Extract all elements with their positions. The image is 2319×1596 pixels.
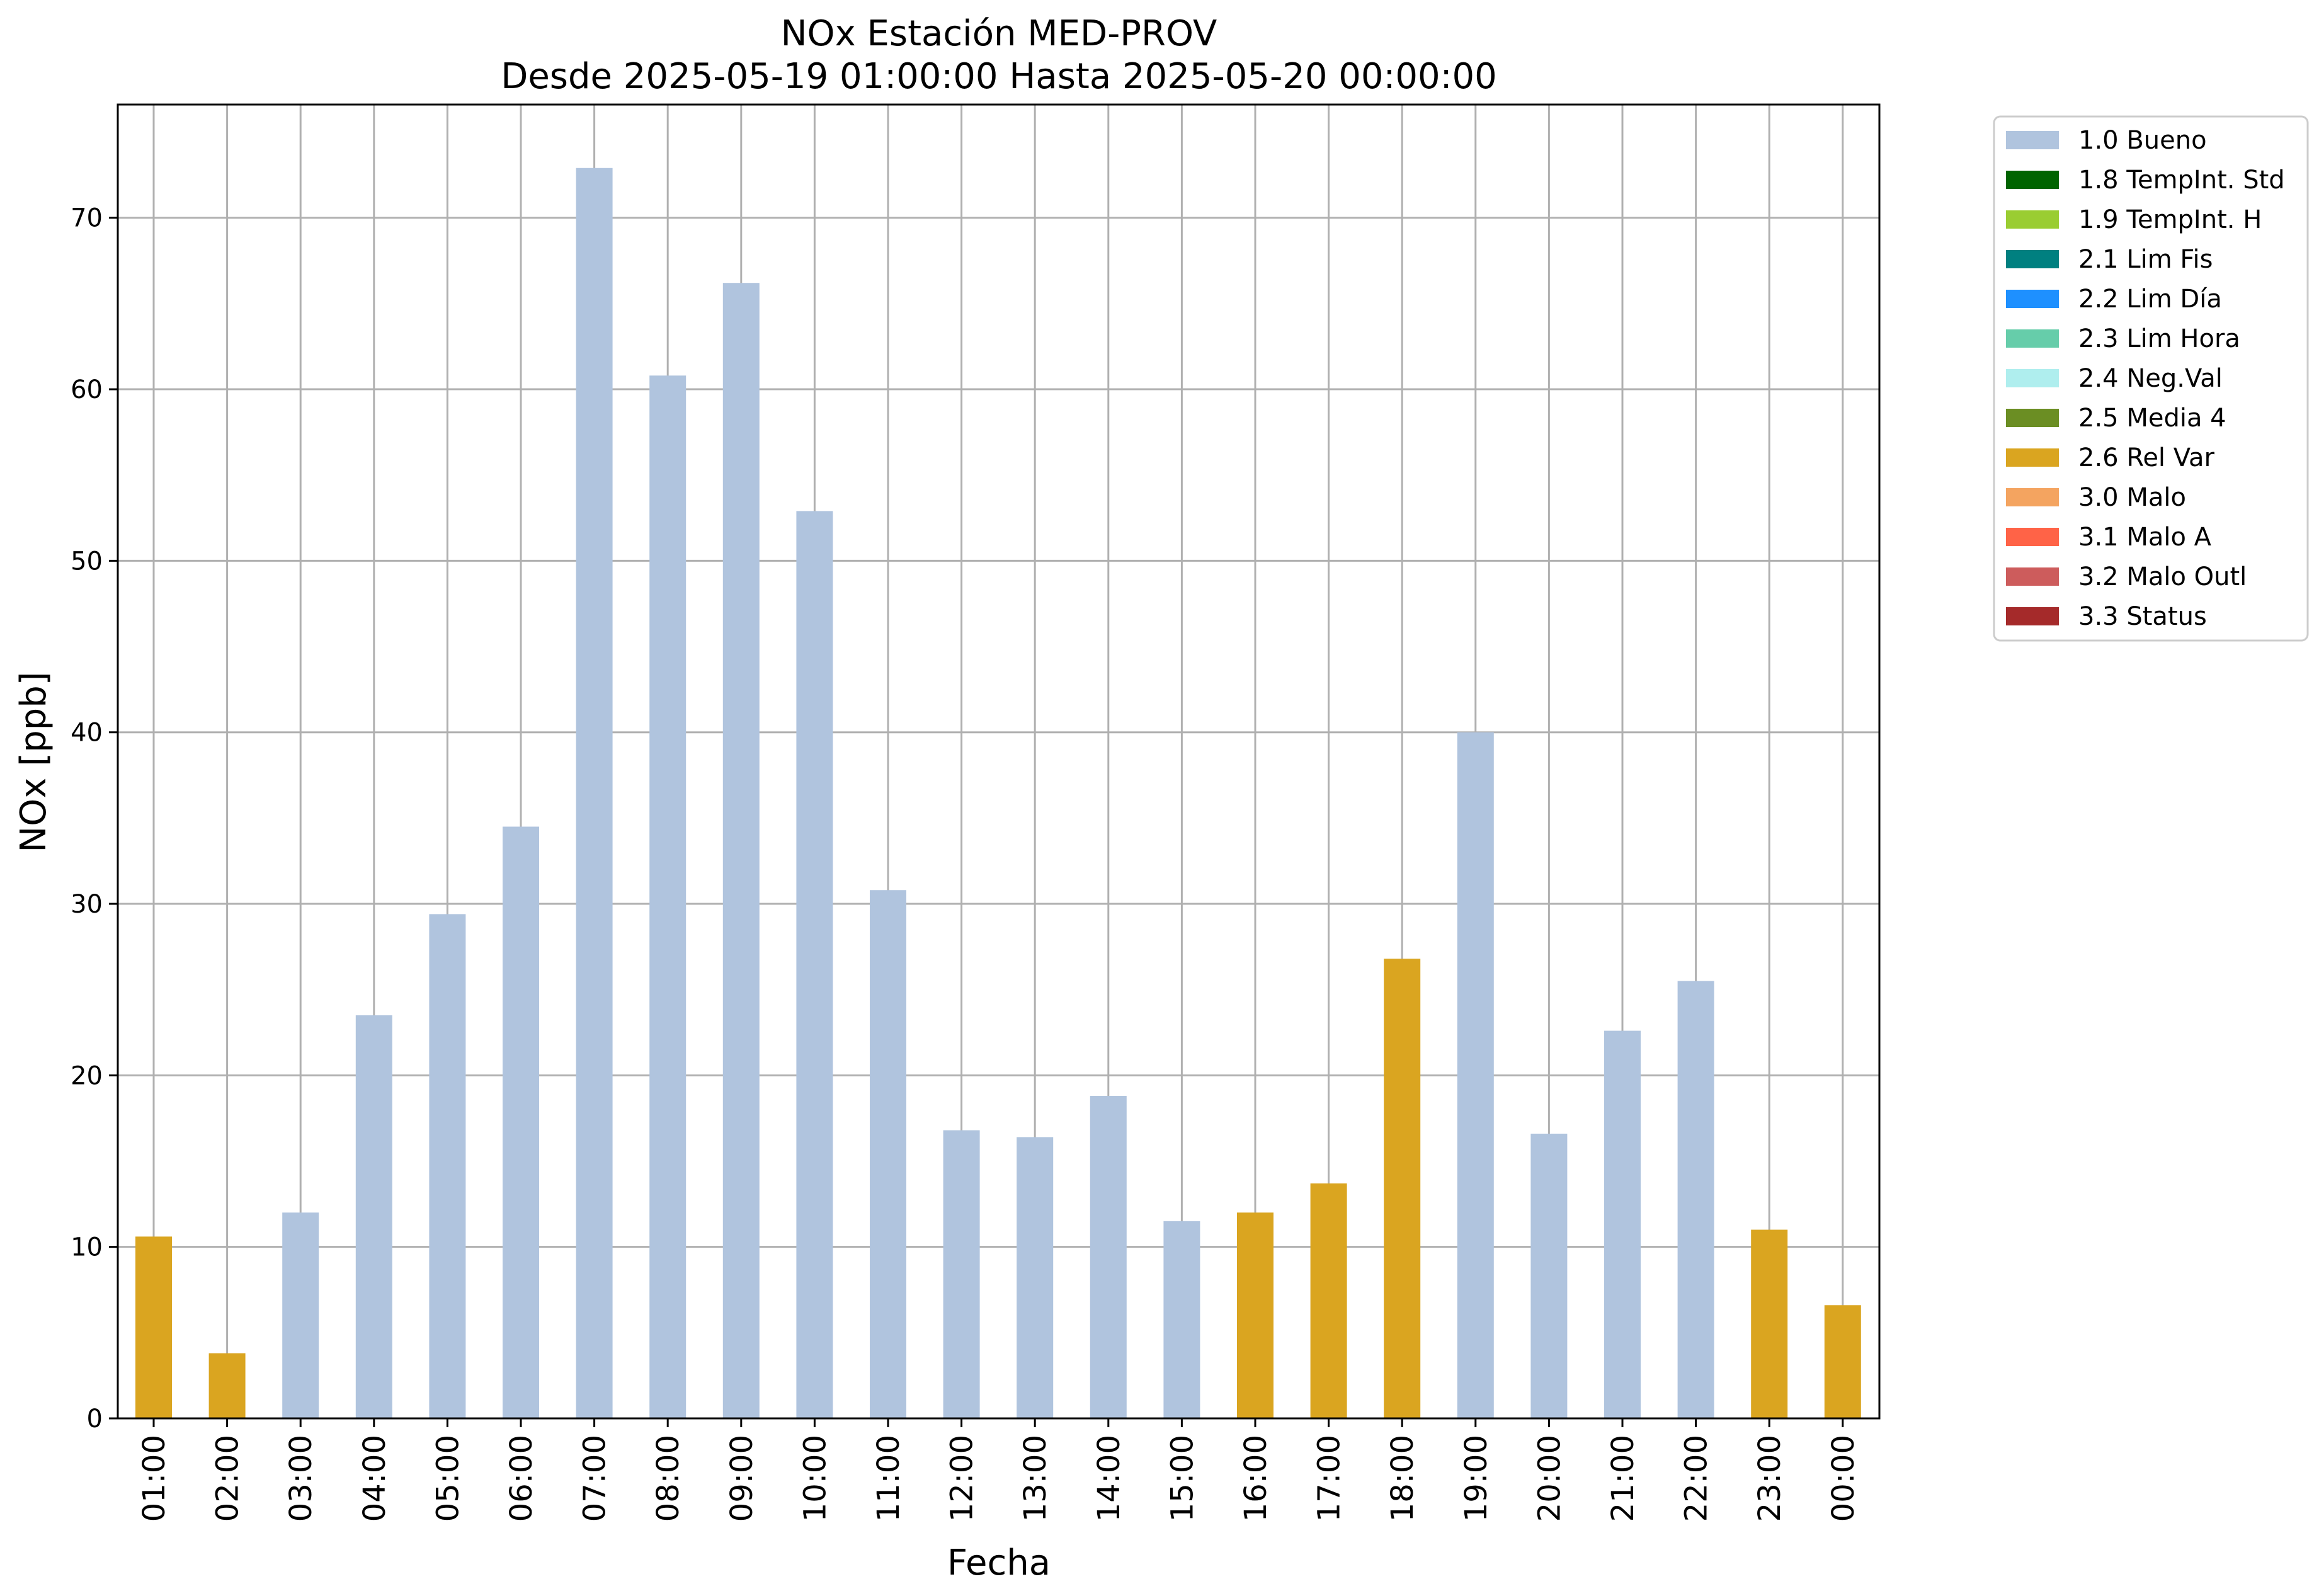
y-tick-label: 30	[71, 890, 103, 919]
legend-swatch	[2006, 448, 2059, 467]
bars	[135, 168, 1861, 1419]
plot-frame	[117, 103, 1881, 1420]
y-axis-ticks: 0 10 20 30 40 50 60 70	[71, 204, 118, 1434]
bar-1100	[870, 890, 906, 1418]
legend-label: 2.5 Media 4	[2078, 404, 2226, 433]
x-tick-label: 11:00	[871, 1435, 906, 1522]
x-tick-label: 09:00	[724, 1435, 760, 1522]
bar-1700	[1310, 1183, 1347, 1418]
bar-0500	[429, 914, 466, 1418]
bar-2100	[1604, 1030, 1641, 1418]
legend-label: 1.0 Bueno	[2078, 126, 2207, 155]
x-tick-label: 17:00	[1312, 1435, 1347, 1522]
legend: 1.0 Bueno 1.8 TempInt. Std 1.9 TempInt. H 2…	[1993, 115, 2309, 642]
bar-1500	[1163, 1221, 1200, 1418]
y-tick-label: 0	[87, 1405, 103, 1434]
x-tick-label: 10:00	[797, 1435, 833, 1522]
bar-1900	[1457, 732, 1494, 1418]
legend-swatch	[2006, 567, 2059, 586]
legend-swatch	[2006, 171, 2059, 189]
bar-0900	[722, 283, 760, 1419]
y-tick-label: 60	[71, 375, 103, 404]
x-tick-label: 20:00	[1532, 1435, 1567, 1522]
bar-0400	[355, 1015, 392, 1418]
bar-1800	[1384, 959, 1421, 1418]
bar-0300	[282, 1212, 319, 1418]
x-tick-label: 15:00	[1165, 1435, 1200, 1522]
x-tick-label: 22:00	[1679, 1435, 1714, 1522]
legend-label: 1.9 TempInt. H	[2078, 205, 2262, 234]
legend-label: 2.2 Lim Día	[2078, 285, 2222, 314]
x-tick-label: 01:00	[137, 1435, 172, 1522]
x-tick-label: 08:00	[651, 1435, 686, 1522]
legend-swatch	[2006, 369, 2059, 387]
x-tick-label: 02:00	[210, 1435, 246, 1522]
legend-swatch	[2006, 329, 2059, 348]
legend-label: 3.1 Malo A	[2078, 523, 2212, 552]
x-tick-label: 13:00	[1018, 1435, 1053, 1522]
y-tick-label: 40	[71, 719, 103, 748]
bar-0200	[208, 1353, 246, 1418]
bar-0700	[576, 168, 613, 1419]
x-axis-ticks: 01:00 02:00 03:00 04:00 05:00 06:00 07:00 08:00…	[137, 1418, 1861, 1522]
bar-2300	[1751, 1229, 1788, 1418]
x-tick-label: 12:00	[945, 1435, 980, 1522]
legend-swatch	[2006, 607, 2059, 625]
x-tick-label: 19:00	[1459, 1435, 1494, 1522]
x-tick-label: 05:00	[430, 1435, 465, 1522]
legend-label: 2.4 Neg.Val	[2078, 364, 2223, 393]
x-tick-label: 23:00	[1752, 1435, 1787, 1522]
legend-label: 3.2 Malo Outl	[2078, 562, 2247, 591]
bar-0600	[503, 826, 539, 1418]
y-tick-label: 50	[71, 547, 103, 576]
y-axis-label: NOx [ppb]	[13, 671, 54, 852]
legend-label: 3.3 Status	[2078, 602, 2207, 631]
bar-0000	[1824, 1305, 1861, 1418]
chart-subtitle: Desde 2025-05-19 01:00:00 Hasta 2025-05-…	[501, 56, 1497, 97]
chart-title: NOx Estación MED-PROV	[781, 13, 1217, 54]
x-tick-label: 16:00	[1238, 1435, 1273, 1522]
legend-frame	[1993, 115, 2309, 642]
x-tick-label: 18:00	[1385, 1435, 1420, 1522]
legend-label: 2.6 Rel Var	[2078, 443, 2215, 472]
legend-label: 3.0 Malo	[2078, 483, 2186, 512]
bar-1000	[796, 511, 833, 1419]
legend-swatch	[2006, 210, 2059, 229]
bar-1400	[1090, 1096, 1127, 1418]
bar-0800	[649, 375, 687, 1419]
bar-2200	[1677, 981, 1714, 1418]
legend-swatch	[2006, 528, 2059, 546]
x-tick-label: 04:00	[357, 1435, 392, 1522]
bar-1600	[1237, 1212, 1273, 1418]
bar-0100	[135, 1236, 172, 1418]
y-tick-label: 70	[71, 204, 103, 233]
x-axis-label: Fecha	[947, 1542, 1051, 1583]
x-tick-label: 21:00	[1605, 1435, 1641, 1522]
x-tick-label: 03:00	[283, 1435, 319, 1522]
legend-swatch	[2006, 131, 2059, 149]
legend-swatch	[2006, 250, 2059, 268]
legend-swatch	[2006, 488, 2059, 506]
x-tick-label: 06:00	[504, 1435, 539, 1522]
x-tick-label: 00:00	[1826, 1435, 1861, 1522]
legend-swatch	[2006, 290, 2059, 308]
y-tick-label: 20	[71, 1061, 103, 1090]
legend-label: 2.3 Lim Hora	[2078, 324, 2240, 353]
bar-1200	[943, 1130, 980, 1418]
x-tick-label: 14:00	[1091, 1435, 1127, 1522]
legend-items: 1.0 Bueno 1.8 TempInt. Std 1.9 TempInt. H 2…	[2006, 126, 2285, 631]
bar-2000	[1530, 1133, 1568, 1418]
y-tick-label: 10	[71, 1233, 103, 1262]
legend-label: 2.1 Lim Fis	[2078, 245, 2213, 274]
bar-1300	[1017, 1137, 1054, 1418]
x-tick-label: 07:00	[578, 1435, 613, 1522]
legend-swatch	[2006, 409, 2059, 427]
legend-label: 1.8 TempInt. Std	[2078, 166, 2285, 195]
